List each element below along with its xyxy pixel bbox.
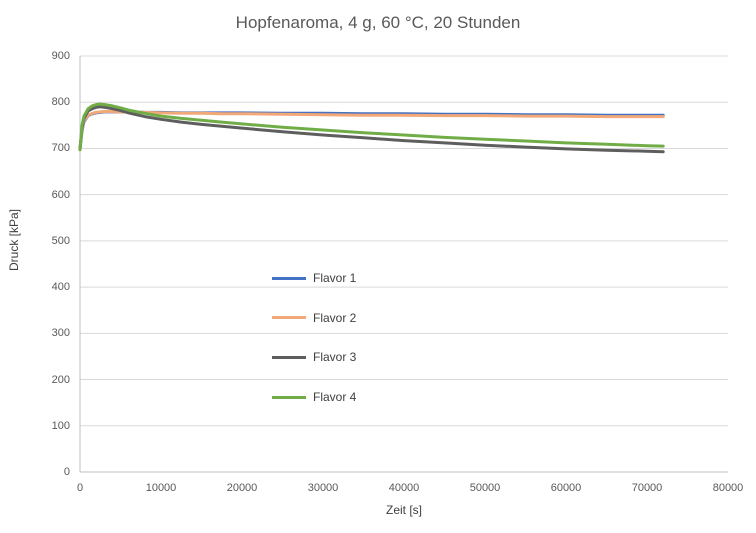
y-tick-label: 800 [51,96,70,109]
legend-item-flavor-1: Flavor 1 [272,270,360,286]
x-tick-label: 30000 [307,482,339,494]
y-tick-label: 300 [51,327,70,340]
chart-title: Hopfenaroma, 4 g, 60 °C, 20 Stunden [235,13,521,32]
legend-label: Flavor 4 [310,390,360,405]
y-tick-label: 0 [63,466,70,478]
x-tick-label: 0 [76,482,84,494]
series-line-flavor-4 [78,102,665,152]
legend-item-flavor-4: Flavor 4 [272,389,360,405]
legend-label: Flavor 3 [310,350,360,365]
legend-swatch [272,395,306,399]
legend-label: Flavor 2 [310,310,360,325]
y-tick-label: 500 [51,234,70,247]
y-tick-label: 700 [51,142,70,155]
x-tick-label: 50000 [469,482,501,494]
legend-item-flavor-3: Flavor 3 [272,349,360,365]
legend-label: Flavor 1 [310,271,360,285]
x-tick-label: 40000 [388,482,420,494]
x-tick-label: 10000 [145,482,177,494]
legend-swatch [272,316,306,320]
x-tick-label: 80000 [712,482,744,494]
y-tick-label: 200 [51,373,70,386]
x-tick-label: 60000 [550,482,582,494]
x-axis-title: Zeit [s] [385,503,422,517]
x-tick-label: 70000 [631,482,663,494]
y-tick-label: 400 [51,281,70,294]
series-line-flavor-2 [78,110,665,150]
legend-item-flavor-2: Flavor 2 [272,310,360,326]
y-tick-label: 100 [51,419,70,432]
legend-swatch [272,355,306,359]
series-line-flavor-3 [78,105,665,154]
y-tick-label: 900 [51,50,70,62]
x-tick-label: 20000 [226,482,258,494]
y-tick-label: 600 [51,188,70,201]
legend-swatch [272,276,306,280]
